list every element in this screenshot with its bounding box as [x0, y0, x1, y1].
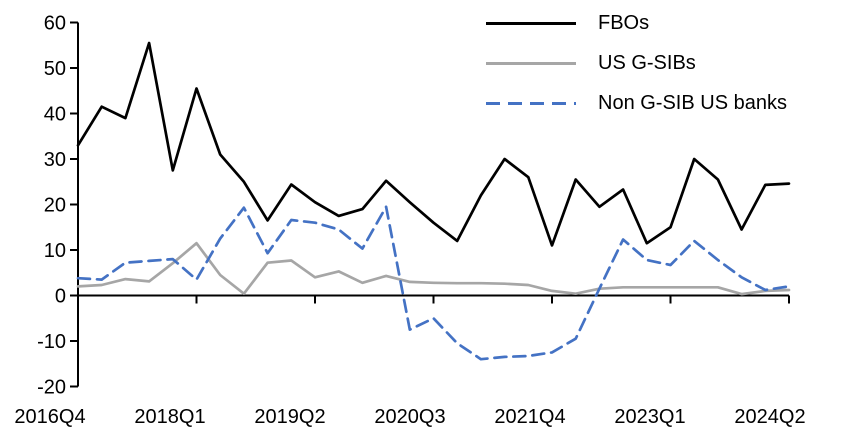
legend-label-fbos: FBOs	[598, 11, 650, 34]
y-axis-tick-label: 0	[55, 286, 66, 308]
x-axis-tick-label: 2024Q2	[734, 406, 805, 428]
chart-legend: FBOs US G-SIBs Non G-SIB US banks	[486, 3, 787, 123]
legend-label-non-gsib-us-banks: Non G-SIB US banks	[598, 91, 787, 114]
legend-item-us-gsibs: US G-SIBs	[486, 43, 787, 83]
us-gsibs-line-sample-icon	[486, 61, 576, 65]
y-axis-tick-label: 50	[44, 58, 66, 80]
y-axis-tick-label: 20	[44, 195, 66, 217]
non-gsib-us-banks-line-sample-icon	[486, 101, 576, 105]
y-axis-tick-label: 60	[44, 13, 66, 35]
series-line-us-g-sibs	[76, 241, 791, 296]
y-axis-tick-label: 30	[44, 149, 66, 171]
y-axis-tick-label: 40	[44, 104, 66, 126]
fbos-line-sample-icon	[486, 21, 576, 25]
x-axis-tick-label: 2018Q1	[134, 406, 205, 428]
x-axis-tick-label: 2016Q4	[14, 406, 85, 428]
x-axis-tick-label: 2023Q1	[614, 406, 685, 428]
y-axis-tick-label: -20	[37, 377, 66, 399]
legend-item-fbos: FBOs	[486, 3, 787, 43]
y-axis-tick-label: 10	[44, 240, 66, 262]
series-line-non-g-sib-us-banks	[76, 205, 791, 361]
legend-label-us-gsibs: US G-SIBs	[598, 51, 696, 74]
y-axis-tick-label: -10	[37, 331, 66, 353]
x-axis-tick-label: 2019Q2	[254, 406, 325, 428]
x-axis-tick-label: 2020Q3	[374, 406, 445, 428]
x-axis-tick-label: 2021Q4	[494, 406, 565, 428]
legend-item-non-gsib-us-banks: Non G-SIB US banks	[486, 83, 787, 123]
series-line-fbos	[76, 41, 791, 247]
